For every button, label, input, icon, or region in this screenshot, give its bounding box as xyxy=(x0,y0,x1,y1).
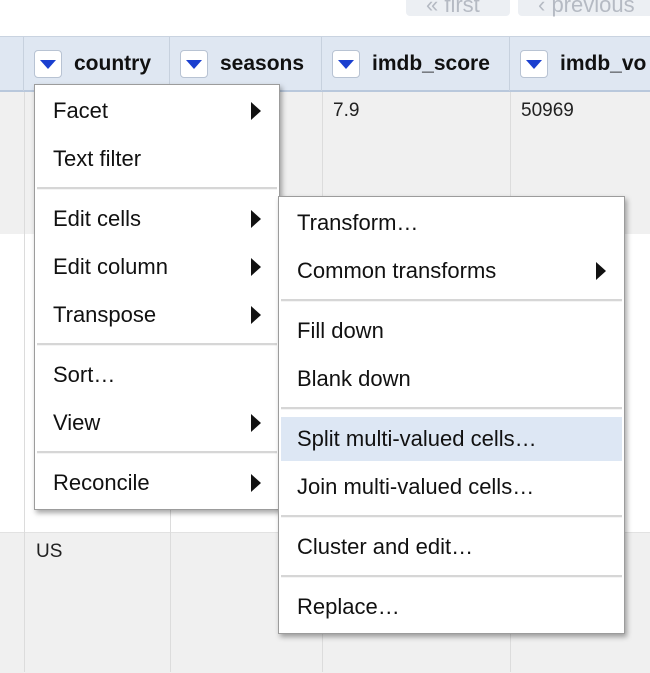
table-cell[interactable]: 7.9 xyxy=(333,100,360,121)
menu-item-label: Edit column xyxy=(53,254,168,279)
previous-page-button[interactable]: ‹ previous xyxy=(518,0,650,17)
menu-item-transpose[interactable]: Transpose xyxy=(37,293,277,337)
menu-separator xyxy=(37,343,277,346)
column-dropdown-icon[interactable] xyxy=(520,50,548,78)
menu-item-edit-cells[interactable]: Edit cells xyxy=(37,197,277,241)
column-label: imdb_score xyxy=(372,52,490,75)
first-page-button[interactable]: « first xyxy=(406,0,510,17)
submenu-arrow-icon xyxy=(251,306,261,324)
column-menu: Facet Text filter Edit cells Edit column… xyxy=(34,84,280,510)
menu-item-label: Reconcile xyxy=(53,470,150,495)
menu-item-text-filter[interactable]: Text filter xyxy=(37,137,277,181)
menu-item-label: View xyxy=(53,410,101,435)
menu-item-label: Text filter xyxy=(53,146,142,171)
menu-item-reconcile[interactable]: Reconcile xyxy=(37,461,277,505)
menu-separator xyxy=(281,299,622,302)
column-header-imdb-votes[interactable]: imdb_vo xyxy=(510,37,650,91)
menu-separator xyxy=(281,575,622,578)
menu-item-blank-down[interactable]: Blank down xyxy=(281,357,622,401)
column-header-seasons[interactable]: seasons xyxy=(170,37,322,91)
submenu-arrow-icon xyxy=(596,262,606,280)
menu-item-edit-column[interactable]: Edit column xyxy=(37,245,277,289)
menu-item-view[interactable]: View xyxy=(37,401,277,445)
menu-item-replace[interactable]: Replace… xyxy=(281,585,622,629)
menu-separator xyxy=(281,515,622,518)
menu-item-label: Sort… xyxy=(53,362,116,387)
column-header-imdb-score[interactable]: imdb_score xyxy=(322,37,510,91)
menu-item-common-transforms[interactable]: Common transforms xyxy=(281,249,622,293)
submenu-arrow-icon xyxy=(251,414,261,432)
menu-item-split-multi-valued-cells[interactable]: Split multi-valued cells… xyxy=(281,417,622,461)
column-label: seasons xyxy=(220,52,305,75)
menu-item-facet[interactable]: Facet xyxy=(37,89,277,133)
menu-separator xyxy=(37,187,277,190)
column-dropdown-icon[interactable] xyxy=(332,50,360,78)
column-dropdown-icon[interactable] xyxy=(180,50,208,78)
column-dropdown-icon[interactable] xyxy=(34,50,62,78)
submenu-arrow-icon xyxy=(251,210,261,228)
table-cell[interactable]: US xyxy=(36,541,63,562)
menu-item-label: Transpose xyxy=(53,302,157,327)
edit-cells-submenu: Transform… Common transforms Fill down B… xyxy=(278,196,625,634)
table-cell[interactable]: 50969 xyxy=(521,100,574,121)
submenu-arrow-icon xyxy=(251,102,261,120)
menu-separator xyxy=(281,407,622,410)
row-index-header xyxy=(0,37,24,91)
menu-item-label: Blank down xyxy=(297,366,411,391)
menu-item-join-multi-valued-cells[interactable]: Join multi-valued cells… xyxy=(281,465,622,509)
submenu-arrow-icon xyxy=(251,474,261,492)
menu-item-cluster-and-edit[interactable]: Cluster and edit… xyxy=(281,525,622,569)
menu-item-label: Edit cells xyxy=(53,206,142,231)
menu-item-sort[interactable]: Sort… xyxy=(37,353,277,397)
menu-separator xyxy=(37,451,277,454)
menu-item-label: Common transforms xyxy=(297,258,497,283)
menu-item-label: Replace… xyxy=(297,594,400,619)
menu-item-transform[interactable]: Transform… xyxy=(281,201,622,245)
menu-item-fill-down[interactable]: Fill down xyxy=(281,309,622,353)
column-divider xyxy=(24,92,25,672)
submenu-arrow-icon xyxy=(251,258,261,276)
column-header-country[interactable]: country xyxy=(24,37,170,91)
column-label: country xyxy=(74,52,152,75)
column-label: imdb_vo xyxy=(560,52,647,75)
column-header-row: country seasons imdb_score imdb_vo xyxy=(0,36,650,92)
menu-item-label: Split multi-valued cells… xyxy=(297,426,537,451)
menu-item-label: Cluster and edit… xyxy=(297,534,474,559)
menu-item-label: Fill down xyxy=(297,318,384,343)
menu-item-label: Facet xyxy=(53,98,109,123)
menu-item-label: Transform… xyxy=(297,210,419,235)
menu-item-label: Join multi-valued cells… xyxy=(297,474,535,499)
